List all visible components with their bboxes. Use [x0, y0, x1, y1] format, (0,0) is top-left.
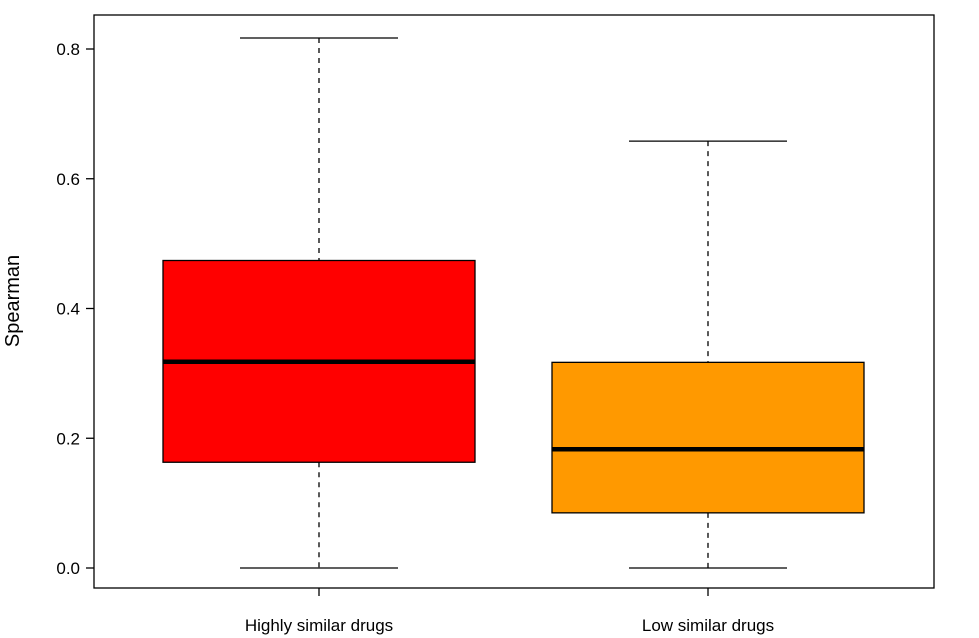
box-group: [551, 140, 865, 569]
y-tick-label: 0.0: [56, 559, 80, 578]
y-tick-label: 0.2: [56, 429, 80, 448]
y-tick-label: 0.4: [56, 300, 80, 319]
x-tick-label: Low similar drugs: [642, 616, 774, 635]
box-group: [162, 37, 476, 569]
plot-frame: [93, 14, 935, 589]
x-axis: Highly similar drugs Low similar drugs: [245, 588, 774, 635]
x-tick-label: Highly similar drugs: [245, 616, 393, 635]
box: [551, 361, 865, 514]
y-tick-label: 0.6: [56, 170, 80, 189]
y-axis-title: Spearman: [2, 255, 24, 347]
y-axis: 0.0 0.2 0.4 0.6 0.8: [56, 40, 94, 578]
y-tick-label: 0.8: [56, 40, 80, 59]
boxes: [162, 37, 865, 569]
